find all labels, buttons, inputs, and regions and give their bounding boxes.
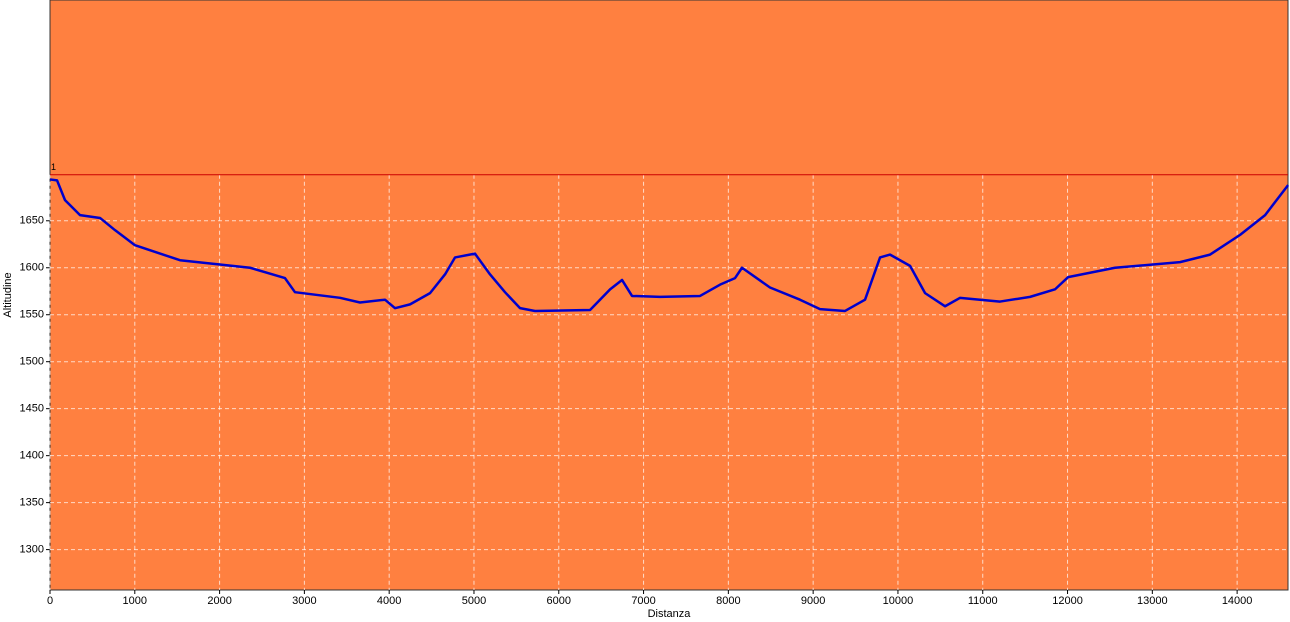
x-tick-label: 11000 xyxy=(968,595,998,607)
y-tick-label: 1550 xyxy=(20,309,44,321)
plot-area xyxy=(49,0,1289,591)
x-tick-label: 14000 xyxy=(1222,595,1253,607)
y-tick-label: 1650 xyxy=(20,215,44,227)
y-tick-label: 1600 xyxy=(20,262,44,274)
x-tick-label: 3000 xyxy=(292,595,316,607)
x-tick-label: 6000 xyxy=(547,595,571,607)
y-tick-label: 1350 xyxy=(20,497,44,509)
elevation-line xyxy=(49,178,1290,313)
x-tick-label: 0 xyxy=(47,595,53,607)
reference-label: 1 xyxy=(51,162,56,172)
x-tick-label: 10000 xyxy=(883,595,914,607)
y-tick-label: 1400 xyxy=(20,450,44,462)
y-tick-label: 1450 xyxy=(20,403,44,415)
y-tick-label: 1300 xyxy=(20,544,44,556)
x-axis-label: Distanza xyxy=(648,608,692,620)
x-tick-label: 13000 xyxy=(1137,595,1168,607)
x-tick-label: 1000 xyxy=(123,595,147,607)
x-tick-label: 2000 xyxy=(207,595,231,607)
x-tick-label: 12000 xyxy=(1052,595,1083,607)
x-tick-label: 5000 xyxy=(462,595,486,607)
x-tick-label: 9000 xyxy=(801,595,825,607)
x-tick-label: 7000 xyxy=(631,595,655,607)
y-axis-label: Altitudine xyxy=(2,272,14,317)
x-tick-label: 8000 xyxy=(716,595,740,607)
x-tick-label: 4000 xyxy=(377,595,401,607)
y-tick-label: 1500 xyxy=(20,356,44,368)
